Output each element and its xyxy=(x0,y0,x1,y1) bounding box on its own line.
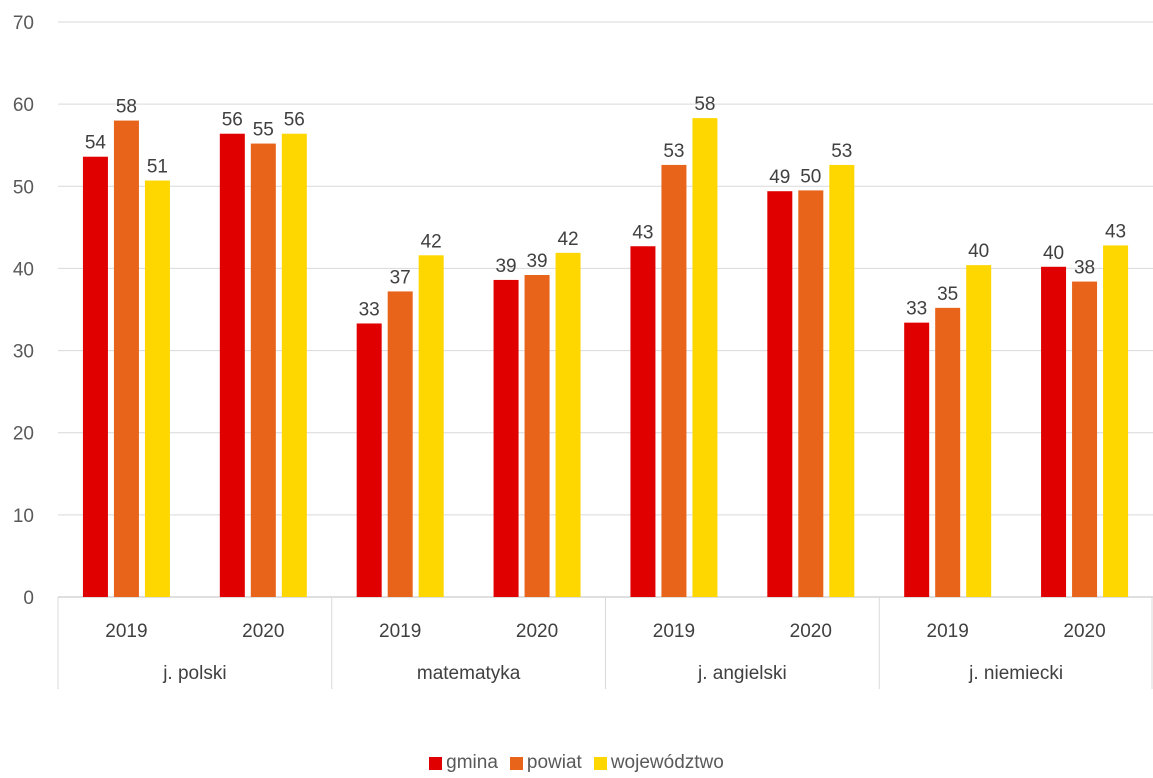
bar-powiat-7 xyxy=(1072,281,1098,597)
data-label: 50 xyxy=(800,166,821,187)
legend-swatch xyxy=(429,756,443,770)
bar-województwo-0 xyxy=(144,180,170,598)
bar-powiat-4 xyxy=(661,164,687,597)
bar-województwo-1 xyxy=(281,133,307,597)
x-tick-label: 2020 xyxy=(1063,621,1105,642)
data-label: 33 xyxy=(359,299,380,320)
bar-chart: 0 10 20 30 40 50 60 70 54 58 51 56 55 56 33 37 42 39 39 42… xyxy=(13,13,1153,689)
data-label: 37 xyxy=(390,267,411,288)
x-group-label: j. niemiecki xyxy=(968,663,1063,684)
bar-województwo-7 xyxy=(1103,245,1129,597)
data-label: 56 xyxy=(222,110,243,131)
x-group-label: j. polski xyxy=(162,663,226,684)
data-label: 53 xyxy=(831,141,852,162)
legend-label: województwo xyxy=(610,752,724,773)
data-label: 54 xyxy=(85,133,107,154)
data-label: 40 xyxy=(968,241,989,262)
bar-powiat-3 xyxy=(524,275,550,597)
x-tick-label: 2019 xyxy=(105,621,147,642)
y-tick-label: 50 xyxy=(13,177,34,198)
bar-gmina-3 xyxy=(493,279,519,597)
y-tick-label: 40 xyxy=(13,259,34,280)
legend-swatch xyxy=(509,756,523,770)
data-label: 51 xyxy=(147,157,168,178)
data-label: 49 xyxy=(769,167,790,188)
bar-gmina-7 xyxy=(1041,266,1067,597)
data-label: 39 xyxy=(495,256,516,277)
x-tick-label: 2020 xyxy=(242,621,284,642)
bar-gmina-6 xyxy=(904,322,930,597)
bar-województwo-5 xyxy=(829,164,855,597)
bar-gmina-4 xyxy=(630,246,656,597)
data-label: 35 xyxy=(937,284,958,305)
y-tick-label: 70 xyxy=(13,13,34,34)
bar-powiat-1 xyxy=(250,143,276,598)
data-label: 53 xyxy=(663,141,684,162)
x-group-label: matematyka xyxy=(417,663,521,684)
bar-województwo-6 xyxy=(966,265,992,597)
data-label: 33 xyxy=(906,299,927,320)
data-label: 42 xyxy=(421,231,442,252)
x-tick-label: 2020 xyxy=(790,621,832,642)
bar-gmina-1 xyxy=(219,133,245,597)
y-tick-label: 20 xyxy=(13,424,34,445)
x-group-label: j. angielski xyxy=(697,663,787,684)
bar-województwo-2 xyxy=(418,255,444,598)
bar-gmina-5 xyxy=(767,191,793,597)
legend-item-województwo: województwo xyxy=(593,752,724,774)
bar-gmina-0 xyxy=(82,156,108,597)
x-axis: 2019 2020 2019 2020 2019 2020 2019 2020 j. polsk… xyxy=(57,597,1153,689)
x-tick-label: 2020 xyxy=(516,621,558,642)
bars xyxy=(82,118,1129,598)
data-label: 58 xyxy=(694,94,715,115)
legend: gmina powiat województwo xyxy=(0,752,1153,776)
data-label: 42 xyxy=(557,229,578,250)
data-label: 43 xyxy=(1105,221,1126,242)
data-label: 38 xyxy=(1074,258,1095,279)
bar-powiat-6 xyxy=(935,307,961,597)
x-tick-label: 2019 xyxy=(379,621,421,642)
legend-label: gmina xyxy=(446,752,498,773)
legend-label: powiat xyxy=(526,752,582,773)
data-label: 55 xyxy=(253,120,274,141)
data-labels: 54 58 51 56 55 56 33 37 42 39 39 42 43 53 58 49 50 53 33 35… xyxy=(85,94,1126,320)
data-label: 39 xyxy=(526,251,547,272)
bar-powiat-5 xyxy=(798,190,824,597)
data-label: 56 xyxy=(284,110,305,131)
data-label: 40 xyxy=(1043,243,1064,264)
bar-powiat-0 xyxy=(113,120,139,598)
y-tick-label: 60 xyxy=(13,95,34,116)
bar-gmina-2 xyxy=(356,323,382,597)
y-tick-label: 0 xyxy=(23,588,34,609)
data-label: 58 xyxy=(116,97,137,118)
x-tick-label: 2019 xyxy=(927,621,969,642)
legend-item-powiat: powiat xyxy=(509,752,582,774)
legend-item-gmina: gmina xyxy=(429,752,498,774)
data-label: 43 xyxy=(632,222,653,243)
bar-województwo-4 xyxy=(692,118,718,597)
y-tick-label: 10 xyxy=(13,506,34,527)
bar-województwo-3 xyxy=(555,252,581,598)
legend-swatch xyxy=(593,756,607,770)
bar-powiat-2 xyxy=(387,291,413,597)
y-tick-label: 30 xyxy=(13,342,34,363)
x-tick-label: 2019 xyxy=(653,621,695,642)
y-axis-ticks: 0 10 20 30 40 50 60 70 xyxy=(13,13,34,609)
